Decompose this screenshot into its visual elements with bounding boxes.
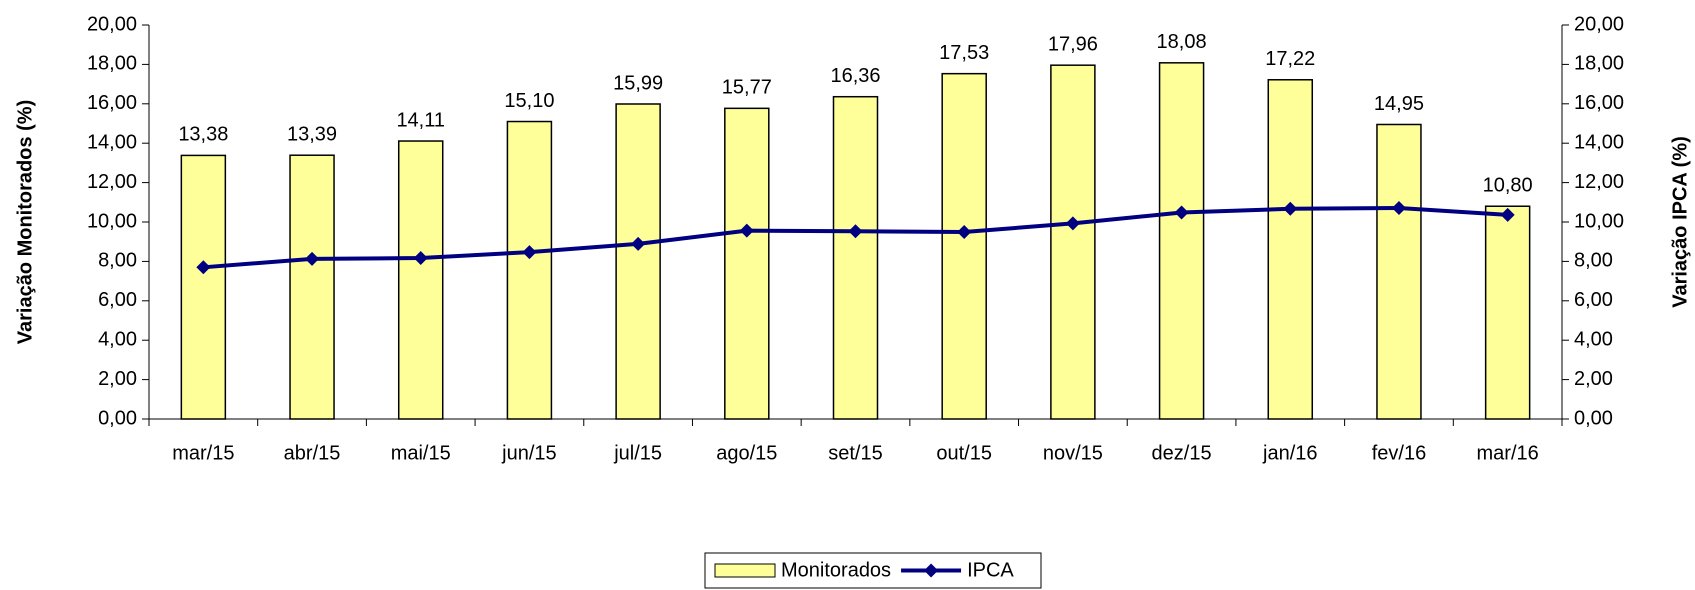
- x-tick-label: abr/15: [284, 442, 341, 464]
- marker: [1065, 216, 1080, 231]
- marker: [848, 224, 863, 239]
- bar: [1376, 123, 1422, 420]
- value-label: 15,99: [613, 72, 663, 94]
- x-tick-label: mar/15: [172, 442, 234, 464]
- value-label: 10,80: [1483, 175, 1533, 197]
- y2-tick-label: 6,00: [1574, 289, 1613, 311]
- bar: [1050, 64, 1096, 420]
- x-tick-label: set/15: [828, 442, 882, 464]
- x-tick-label: dez/15: [1152, 442, 1212, 464]
- value-label: 17,96: [1048, 33, 1098, 55]
- x-tick-label: jan/16: [1262, 442, 1318, 464]
- value-label: 15,10: [504, 90, 554, 112]
- marker: [1283, 201, 1298, 216]
- bar: [506, 120, 553, 420]
- value-label: 17,22: [1265, 48, 1315, 70]
- marker: [957, 225, 972, 240]
- x-tick-label: ago/15: [716, 442, 777, 464]
- marker: [1391, 201, 1406, 216]
- legend-box: [704, 552, 1042, 589]
- y-tick-label: 4,00: [98, 328, 137, 350]
- y2-tick-label: 4,00: [1574, 328, 1613, 350]
- value-label: 17,53: [939, 42, 989, 64]
- value-label: 15,77: [722, 77, 772, 99]
- bar: [615, 103, 661, 420]
- y2-tick-label: 18,00: [1574, 53, 1624, 75]
- y2-tick-label: 16,00: [1574, 92, 1624, 114]
- x-tick-label: jul/15: [613, 442, 662, 464]
- bar: [289, 154, 335, 420]
- legend-label: IPCA: [967, 559, 1014, 581]
- y2-tick-label: 20,00: [1574, 13, 1624, 35]
- y2-tick-label: 8,00: [1574, 250, 1613, 272]
- y-tick-label: 20,00: [87, 13, 137, 35]
- bar: [1267, 79, 1314, 420]
- y-tick-label: 8,00: [98, 250, 137, 272]
- x-tick-label: jun/15: [501, 442, 557, 464]
- bar: [397, 140, 444, 420]
- value-label: 18,08: [1157, 31, 1207, 53]
- marker: [305, 251, 320, 266]
- x-tick-label: mai/15: [391, 442, 451, 464]
- value-label: 16,36: [830, 65, 880, 87]
- y-tick-label: 6,00: [98, 289, 137, 311]
- value-label: 14,95: [1374, 93, 1424, 115]
- y2-tick-label: 0,00: [1574, 407, 1613, 429]
- bar: [1158, 62, 1205, 420]
- legend-swatch: [714, 563, 776, 578]
- legend-marker: [924, 563, 939, 578]
- marker: [631, 236, 646, 251]
- y-tick-label: 12,00: [87, 171, 137, 193]
- y-tick-label: 14,00: [87, 131, 137, 153]
- legend-label: Monitorados: [781, 559, 891, 581]
- bar: [941, 72, 987, 420]
- y2-tick-label: 10,00: [1574, 210, 1624, 232]
- marker: [1500, 207, 1515, 222]
- marker: [196, 260, 211, 275]
- y2-tick-label: 2,00: [1574, 368, 1613, 390]
- y2-tick-label: 12,00: [1574, 171, 1624, 193]
- y2-axis-title: Variação IPCA (%): [1669, 136, 1691, 308]
- x-tick-label: nov/15: [1043, 442, 1103, 464]
- value-label: 13,39: [287, 123, 337, 145]
- y-tick-label: 2,00: [98, 368, 137, 390]
- y-tick-label: 18,00: [87, 53, 137, 75]
- x-tick-label: fev/16: [1372, 442, 1426, 464]
- y-tick-label: 16,00: [87, 92, 137, 114]
- bar: [1484, 205, 1531, 420]
- y-axis-title: Variação Monitorados (%): [14, 100, 36, 345]
- marker: [522, 245, 537, 260]
- y2-tick-label: 14,00: [1574, 131, 1624, 153]
- bar: [180, 154, 227, 420]
- y-tick-label: 0,00: [98, 407, 137, 429]
- value-label: 13,38: [178, 124, 228, 146]
- x-tick-label: out/15: [936, 442, 992, 464]
- bar: [832, 95, 879, 420]
- marker: [1174, 205, 1189, 220]
- x-tick-label: mar/16: [1477, 442, 1539, 464]
- bar: [724, 107, 770, 420]
- value-label: 14,11: [396, 109, 445, 131]
- marker: [413, 251, 428, 266]
- y-tick-label: 10,00: [87, 210, 137, 232]
- marker: [739, 223, 754, 238]
